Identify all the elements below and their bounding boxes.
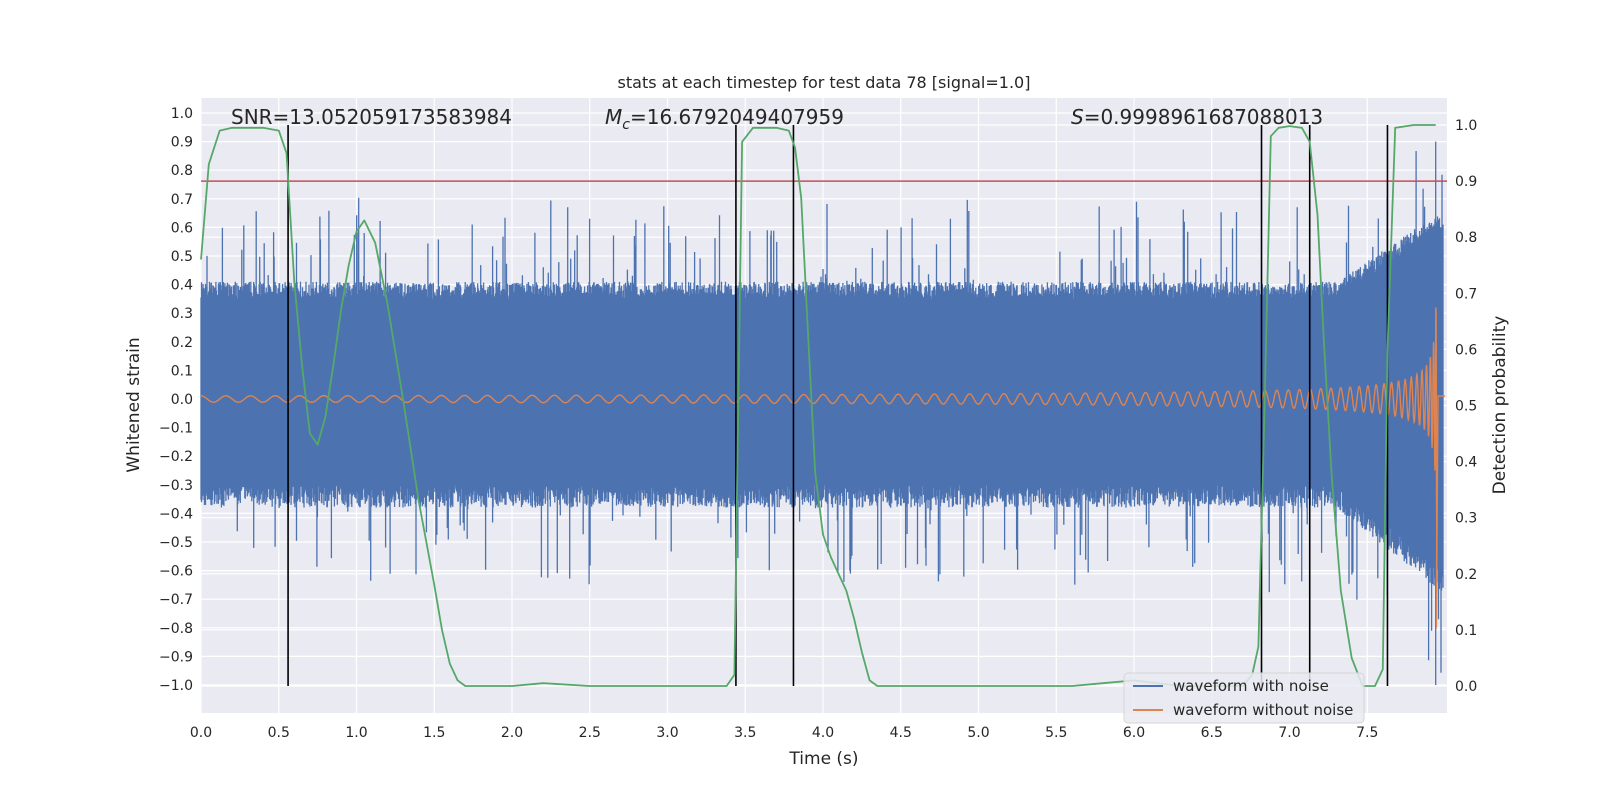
- detection-markers: [287, 125, 1389, 686]
- series-waveform-with-noise: [200, 141, 1444, 685]
- y-tick-label: 0.9: [171, 135, 193, 151]
- y-tick-label: −0.2: [159, 449, 193, 465]
- y2-tick-label: 0.1: [1455, 623, 1477, 639]
- snr-annotation: SNR=13.052059173583984: [231, 105, 512, 129]
- probability-line: [200, 124, 1436, 687]
- x-tick-label: 0.5: [268, 725, 290, 741]
- series-waveform-without-noise: [200, 307, 1445, 628]
- y-tick-label: −0.4: [159, 506, 193, 522]
- s-annotation: S=0.9998961687088013: [1071, 105, 1323, 129]
- x-tick-label: 7.5: [1356, 725, 1378, 741]
- y-tick-label: −0.1: [159, 421, 193, 437]
- y-tick-label: 0.7: [171, 192, 193, 208]
- y-tick-label: −0.5: [159, 535, 193, 551]
- legend-label-noise: waveform with noise: [1173, 677, 1329, 695]
- y2-tick-label: 0.7: [1455, 286, 1477, 302]
- chart-title: stats at each timestep for test data 78 …: [618, 73, 1031, 92]
- y-tick-label: 0.6: [171, 220, 193, 236]
- y-tick-label: 0.1: [171, 363, 193, 379]
- y-tick-label: 0.8: [171, 163, 193, 179]
- y-tick-label: −0.9: [159, 649, 193, 665]
- clean-waveform-line: [200, 307, 1445, 628]
- chirp-mass-annotation: Mc=16.6792049407959: [605, 105, 844, 133]
- x-tick-label: 2.5: [579, 725, 601, 741]
- chirp-mass-subscript: c: [622, 117, 630, 133]
- y-tick-label: −0.8: [159, 621, 193, 637]
- chirp-mass-symbol: M: [605, 105, 622, 129]
- legend-box: [1123, 672, 1365, 724]
- y-tick-label: 0.0: [171, 392, 193, 408]
- series-detection-probability: [200, 124, 1436, 687]
- y2-tick-label: 0.5: [1455, 399, 1477, 415]
- x-tick-label: 5.5: [1045, 725, 1067, 741]
- y2-tick-label: 1.0: [1455, 118, 1477, 134]
- noise-waveform-line: [200, 141, 1444, 685]
- y2-tick-label: 0.4: [1455, 455, 1477, 471]
- y-tick-label: −0.3: [159, 478, 193, 494]
- y-tick-label: 0.2: [171, 335, 193, 351]
- x-tick-label: 3.5: [734, 725, 756, 741]
- x-tick-label: 6.0: [1123, 725, 1145, 741]
- y2-tick-label: 0.9: [1455, 174, 1477, 190]
- legend-label-clean: waveform without noise: [1173, 701, 1353, 719]
- y2-axis-label: Detection probability: [1490, 316, 1510, 495]
- y-tick-label: 0.3: [171, 306, 193, 322]
- x-tick-label: 1.0: [345, 725, 367, 741]
- y-axis-label: Whitened strain: [124, 337, 144, 472]
- x-tick-label: 7.0: [1278, 725, 1300, 741]
- x-tick-label: 4.5: [890, 725, 912, 741]
- y-tick-label: −1.0: [159, 678, 193, 694]
- s-symbol: S: [1071, 105, 1084, 129]
- s-value: =0.9998961687088013: [1084, 105, 1323, 129]
- x-tick-label: 2.0: [501, 725, 523, 741]
- y-tick-label: −0.7: [159, 592, 193, 608]
- x-tick-label: 0.0: [190, 725, 212, 741]
- x-tick-label: 3.0: [656, 725, 678, 741]
- chirp-mass-value: =16.6792049407959: [630, 105, 844, 129]
- y2-tick-label: 0.6: [1455, 342, 1477, 358]
- y2-tick-label: 0.8: [1455, 230, 1477, 246]
- y-tick-label: 0.4: [171, 278, 193, 294]
- y2-tick-label: 0.2: [1455, 567, 1477, 583]
- y2-tick-label: 0.0: [1455, 679, 1477, 695]
- y-tick-label: −0.6: [159, 564, 193, 580]
- tick-labels: 0.0 0.5 1.0 1.5 2.0 2.5 3.0 3.5 4.0 4.5 5.0 5.5 6.0 6…: [159, 106, 1477, 741]
- x-tick-label: 6.5: [1201, 725, 1223, 741]
- x-axis-label: Time (s): [788, 749, 858, 769]
- y-tick-label: 1.0: [171, 106, 193, 122]
- legend: waveform with noise waveform without noi…: [1123, 672, 1365, 724]
- x-tick-label: 4.0: [812, 725, 834, 741]
- x-tick-label: 5.0: [967, 725, 989, 741]
- x-tick-label: 1.5: [423, 725, 445, 741]
- y-tick-label: 0.5: [171, 249, 193, 265]
- y2-tick-label: 0.3: [1455, 511, 1477, 527]
